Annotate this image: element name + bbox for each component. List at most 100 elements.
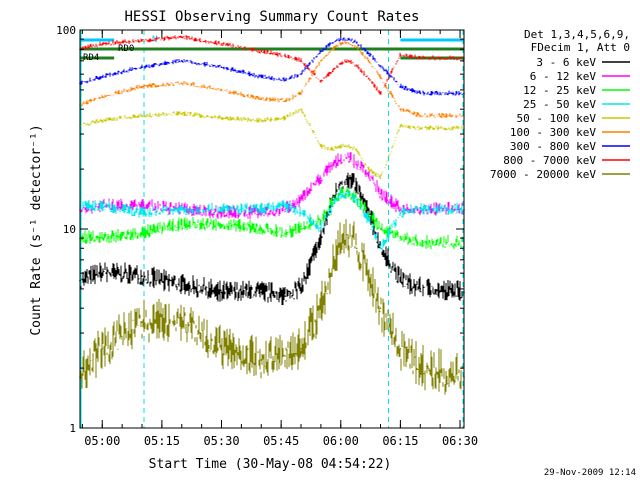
data-point [419,208,422,211]
data-point [320,307,322,310]
data-point [220,224,223,226]
data-point [101,205,104,208]
x-tick-label: 05:00 [84,434,120,448]
data-point [340,62,342,65]
data-point [347,60,350,62]
data-point [220,43,223,45]
data-point [220,66,223,68]
legend-entry-label: 50 - 100 keV [517,112,597,125]
data-point [355,187,358,190]
series-line [80,37,463,96]
data-point [181,224,183,226]
data-point [379,92,382,95]
data-point [419,92,422,95]
data-point [340,182,342,184]
data-point [399,348,402,350]
data-point [367,220,370,222]
data-point [332,205,334,208]
data-point [419,288,422,290]
data-point [141,115,143,117]
y-tick-label: 100 [56,24,76,37]
data-point [220,212,223,214]
data-point [347,156,350,158]
data-point [367,168,370,170]
data-point [284,295,286,297]
series-line [80,186,463,250]
data-point [320,177,322,179]
data-point [300,92,302,95]
data-point [399,237,402,239]
data-point [399,85,402,88]
data-point [340,43,342,45]
legend: Det 1,3,4,5,6,9,FDecim 1, Att 0 3 - 6 keV… [490,28,630,181]
data-point [320,145,322,148]
data-point [340,145,342,148]
series-line [80,109,463,178]
data-point [419,367,422,369]
data-point [379,247,382,250]
data-point [220,208,223,211]
data-point [181,284,183,287]
legend-header: FDecim 1, Att 0 [531,41,630,54]
data-point [347,179,350,182]
data-point [347,237,350,239]
data-point [332,42,334,44]
data-point [419,127,422,130]
data-point [284,355,286,357]
x-tick-label: 06:00 [323,434,359,448]
data-point [355,164,358,166]
data-point [300,212,302,214]
data-point [367,172,370,175]
chart-title: HESSI Observing Summary Count Rates [124,9,419,25]
legend-entry-label: 300 - 800 keV [510,140,596,153]
x-tick-label: 06:30 [442,434,478,448]
y-tick-label: 10 [63,223,76,236]
data-point [284,205,286,208]
x-tick-label: 06:15 [382,434,418,448]
data-point [181,112,183,115]
footer-timestamp: 29-Nov-2009 12:14 [544,468,636,478]
data-point [320,237,322,239]
data-point [340,158,342,160]
data-point [355,65,358,67]
data-point [332,149,334,151]
data-point [320,60,322,62]
data-point [141,40,143,42]
data-point [320,80,322,83]
data-point [260,228,263,230]
y-tick-label: 1 [69,422,76,435]
data-point [101,237,104,239]
data-point [260,98,263,100]
data-point [181,60,183,62]
data-point [181,82,183,85]
data-point [367,52,370,55]
data-point [284,117,286,120]
data-point [355,46,358,48]
data-point [399,108,402,110]
data-point [300,348,302,350]
data-point [101,272,104,274]
data-point [101,76,104,78]
data-point [284,232,286,235]
data-point [181,318,183,321]
data-point [220,117,223,120]
data-point [379,307,382,310]
series-line [80,35,463,95]
data-point [220,291,223,294]
data-point [220,348,223,350]
data-point [284,100,286,102]
series-12-25kev [79,186,465,250]
data-point [379,177,382,179]
data-point [300,73,302,75]
data-point [399,54,402,56]
data-point [347,38,350,40]
x-axis-label: Start Time (30-May-08 04:54:22) [149,457,392,472]
data-point [355,247,358,250]
series-line [80,189,463,250]
data-point [419,57,422,60]
legend-entry-label: 100 - 300 keV [510,126,596,139]
data-point [379,65,382,67]
legend-entry-label: 7000 - 20000 keV [490,168,596,181]
data-point [141,232,143,235]
data-point [347,193,350,195]
